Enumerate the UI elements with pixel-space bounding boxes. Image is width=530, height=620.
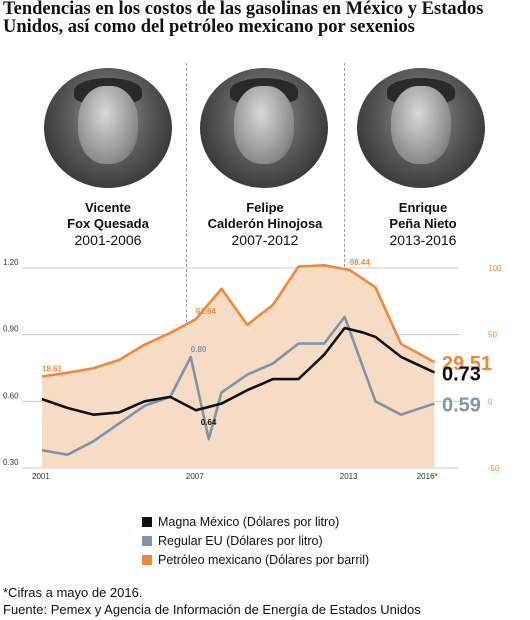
period-divider bbox=[186, 63, 187, 463]
legend-swatch-petroleo bbox=[142, 554, 152, 565]
series-line-petroleo bbox=[41, 264, 436, 378]
series-line-magna bbox=[41, 326, 435, 416]
president-first-name: Vicente bbox=[84, 200, 131, 215]
president-pena-nieto: Enrique Peña Nieto 2013-2016 bbox=[343, 200, 503, 248]
x-tick-label: 2016* bbox=[417, 472, 438, 481]
legend-item-petroleo: Petróleo mexicano (Dólares por barril) bbox=[142, 550, 369, 569]
chart-legend: Magna México (Dólares por litro) Regular… bbox=[142, 512, 369, 569]
data-label: 0.80 bbox=[191, 345, 207, 354]
data-label: 0.59 bbox=[442, 395, 481, 417]
source-note: Fuente: Pemex y Agencia de Información d… bbox=[3, 602, 421, 617]
x-tick-label: 2007 bbox=[186, 472, 204, 481]
president-fox: Vicente Fox Quesada 2001-2006 bbox=[28, 200, 188, 248]
footnote: *Cifras a mayo de 2016. bbox=[3, 585, 143, 600]
data-label: 61.64 bbox=[196, 307, 217, 316]
president-term: 2001-2006 bbox=[74, 232, 142, 248]
legend-label-petroleo: Petróleo mexicano (Dólares por barril) bbox=[158, 552, 370, 567]
chart-title: Tendencias en los costos de las gasolina… bbox=[3, 0, 484, 37]
left-tick-label: 1.20 bbox=[3, 258, 19, 267]
president-first-name: Felipe bbox=[246, 200, 284, 215]
portrait-fox bbox=[44, 68, 172, 188]
series-line-regular bbox=[41, 315, 435, 456]
president-last-name: Peña Nieto bbox=[389, 216, 457, 231]
period-divider bbox=[344, 63, 345, 463]
president-term: 2013-2016 bbox=[389, 232, 457, 248]
legend-label-magna: Magna México (Dólares por litro) bbox=[158, 514, 340, 529]
president-last-name: Fox Quesada bbox=[67, 216, 149, 231]
data-label: 29.51 bbox=[442, 353, 492, 375]
right-tick-label: -50 bbox=[488, 464, 500, 473]
portrait-pena-nieto bbox=[357, 68, 485, 188]
right-tick-label: 100 bbox=[488, 264, 502, 273]
x-tick-label: 2001 bbox=[32, 472, 50, 481]
left-tick-label: 0.60 bbox=[3, 391, 19, 400]
portrait-calderon bbox=[200, 68, 328, 188]
series-area-petroleo bbox=[42, 265, 435, 468]
fuel-price-chart: 0.30 0.60 0.90 1.20 -50 0 50 100 2001 2007 2013 201… bbox=[3, 258, 502, 481]
president-last-name: Calderón Hinojosa bbox=[207, 216, 323, 231]
right-tick-label: 50 bbox=[488, 331, 497, 340]
x-tick-label: 2013 bbox=[340, 472, 358, 481]
data-label: 98.44 bbox=[350, 258, 371, 267]
legend-item-regular: Regular EU (Dólares por litro) bbox=[142, 531, 369, 550]
legend-item-magna: Magna México (Dólares por litro) bbox=[142, 512, 369, 531]
president-first-name: Enrique bbox=[398, 200, 448, 215]
legend-swatch-regular bbox=[142, 535, 152, 546]
president-calderon: Felipe Calderón Hinojosa 2007-2012 bbox=[185, 200, 345, 248]
data-label: 0.73 bbox=[442, 363, 481, 385]
legend-swatch-magna bbox=[142, 516, 152, 527]
left-tick-label: 0.90 bbox=[3, 325, 19, 334]
right-tick-label: 0 bbox=[488, 397, 493, 406]
legend-label-regular: Regular EU (Dólares por litro) bbox=[158, 533, 323, 548]
president-term: 2007-2012 bbox=[231, 232, 299, 248]
data-label: 0.64 bbox=[201, 418, 217, 427]
left-tick-label: 0.30 bbox=[3, 458, 19, 467]
data-label: 18.61 bbox=[42, 365, 63, 374]
